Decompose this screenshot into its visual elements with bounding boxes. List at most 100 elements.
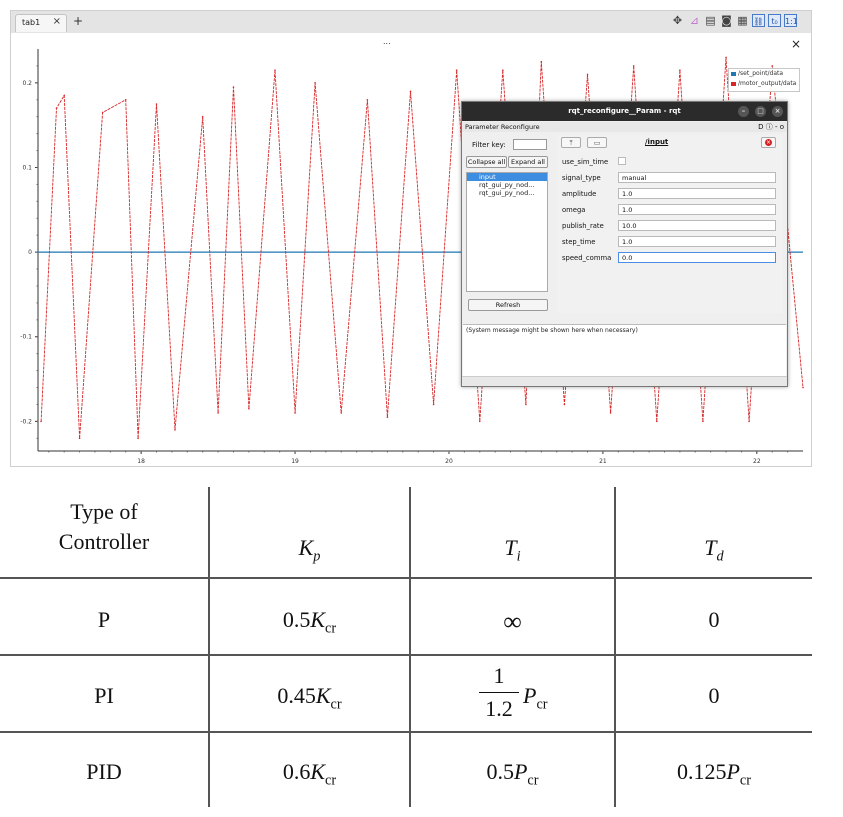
motor-output-point bbox=[155, 103, 158, 105]
motor-output-point bbox=[725, 56, 727, 59]
speed-command-input[interactable]: 0.0 bbox=[618, 252, 776, 263]
motor-output-point bbox=[217, 412, 219, 414]
motor-output-point bbox=[78, 437, 81, 440]
param-key: signal_type bbox=[562, 174, 601, 182]
row-p-td: 0 bbox=[708, 607, 720, 632]
omega-input[interactable]: 1.0 bbox=[618, 204, 776, 215]
motor-output-point bbox=[432, 403, 435, 406]
motor-output-point bbox=[137, 437, 139, 440]
filter-key-input[interactable] bbox=[513, 139, 547, 150]
param-editor-panel: ⤒ ▭ /input × use_sim_time signal_type ma… bbox=[557, 135, 783, 313]
step-time-input[interactable]: 1.0 bbox=[618, 236, 776, 247]
table-divider bbox=[0, 654, 812, 656]
motor-output-point bbox=[248, 407, 250, 410]
dialog-status-bar bbox=[462, 376, 787, 386]
tree-item-input[interactable]: input bbox=[467, 173, 547, 181]
row-pi-ti: 1 1.2 Pcr bbox=[411, 663, 614, 729]
plot-menu-dots[interactable]: ... bbox=[383, 37, 391, 46]
motor-output-point bbox=[40, 420, 42, 423]
load-icon[interactable]: ⤒ bbox=[561, 137, 581, 148]
motor-output-point bbox=[101, 111, 104, 114]
plot-close-icon[interactable]: × bbox=[791, 37, 802, 51]
param-row-omega: omega 1.0 bbox=[562, 204, 778, 216]
collapse-all-button[interactable]: Collapse all bbox=[466, 156, 507, 168]
param-row-amplitude: amplitude 1.0 bbox=[562, 188, 778, 200]
motor-output-point bbox=[609, 412, 612, 414]
header-controller-type: Type of Controller bbox=[58, 499, 150, 554]
dialog-titlebar[interactable]: rqt_reconfigure__Param - rqt – □ × bbox=[462, 102, 787, 121]
motor-output-point bbox=[632, 65, 635, 67]
fraction-numerator: 1 bbox=[493, 663, 505, 688]
param-row-signal-type: signal_type manual bbox=[562, 172, 778, 184]
list-icon[interactable]: ▤ bbox=[705, 14, 716, 27]
signal-type-input[interactable]: manual bbox=[618, 172, 776, 183]
minimize-icon[interactable]: – bbox=[738, 106, 749, 117]
plugin-controls[interactable]: D ⓘ - o bbox=[758, 123, 784, 131]
x-tick-label: 22 bbox=[753, 458, 761, 465]
param-row-use-sim-time: use_sim_time bbox=[562, 156, 778, 168]
pan-icon[interactable]: ✥ bbox=[672, 14, 683, 27]
legend-entry-motor-output: /motor_output/data bbox=[729, 79, 799, 89]
save-icon[interactable]: ▭ bbox=[587, 137, 607, 148]
expand-all-button[interactable]: Expand all bbox=[508, 156, 548, 168]
motor-output-point bbox=[586, 73, 589, 76]
remove-node-button[interactable]: × bbox=[761, 137, 776, 148]
fraction-bar bbox=[479, 692, 519, 693]
motor-output-point bbox=[124, 98, 127, 101]
amplitude-input[interactable]: 1.0 bbox=[618, 188, 776, 199]
legend-entry-set-point: /set_point/data bbox=[729, 69, 799, 79]
motor-output-point bbox=[679, 69, 681, 71]
fraction-denominator: 1.2 bbox=[485, 696, 513, 721]
link-icon[interactable]: ⛓ bbox=[752, 14, 765, 27]
x-tick-label: 20 bbox=[445, 458, 453, 465]
y-tick-label: 0.2 bbox=[22, 80, 32, 87]
header-td: Td bbox=[704, 535, 724, 565]
use-sim-time-checkbox[interactable] bbox=[618, 157, 626, 165]
row-pi-type: PI bbox=[94, 683, 114, 708]
system-message: (System message might be shown here when… bbox=[466, 327, 638, 334]
new-tab-button[interactable]: + bbox=[73, 14, 84, 28]
tab-tab1[interactable]: tab1 × bbox=[15, 14, 67, 32]
time-origin-button[interactable]: t₀ bbox=[768, 14, 781, 27]
row-p-kp: 0.5Kcr bbox=[282, 607, 337, 637]
maximize-icon[interactable]: □ bbox=[755, 106, 766, 117]
refresh-button[interactable]: Refresh bbox=[468, 299, 548, 311]
param-key: speed_comma bbox=[562, 254, 612, 262]
table-divider bbox=[614, 487, 616, 807]
filter-key-label: Filter key: bbox=[472, 141, 506, 149]
node-tree[interactable]: input rqt_gui_py_nod... rqt_gui_py_nod..… bbox=[466, 172, 548, 292]
tab-label: tab1 bbox=[22, 18, 41, 27]
y-tick-label: -0.2 bbox=[20, 418, 32, 425]
row-pid-type: PID bbox=[86, 759, 122, 784]
motor-output-point bbox=[409, 90, 412, 93]
record-icon[interactable]: ◙ bbox=[721, 14, 732, 27]
ziegler-nichols-table: Type of Controller Kp Ti Td P 0.5Kcr ∞ 0… bbox=[0, 487, 812, 807]
dialog-title: rqt_reconfigure__Param - rqt bbox=[568, 107, 681, 115]
motor-output-point bbox=[748, 420, 750, 423]
table-divider bbox=[0, 577, 812, 579]
row-pi-td: 0 bbox=[708, 683, 720, 708]
grid-icon[interactable]: ▦ bbox=[737, 14, 748, 27]
zoom-1-1-button[interactable]: 1:1 bbox=[784, 14, 798, 27]
x-tick-label: 18 bbox=[137, 458, 145, 465]
table-divider bbox=[208, 487, 210, 807]
motor-output-point bbox=[502, 69, 504, 71]
motor-output-point bbox=[294, 412, 296, 414]
tree-item-rqt-gui-2[interactable]: rqt_gui_py_nod... bbox=[479, 189, 535, 197]
param-key: omega bbox=[562, 206, 586, 214]
header-ti: Ti bbox=[504, 535, 521, 565]
node-list-panel: Filter key: Collapse all Expand all inpu… bbox=[466, 135, 552, 313]
plot-legend: /set_point/data /motor_output/data bbox=[728, 68, 800, 92]
publish-rate-input[interactable]: 10.0 bbox=[618, 220, 776, 231]
motor-output-point bbox=[386, 416, 389, 418]
row-pid-ti: 0.5Pcr bbox=[486, 759, 539, 789]
x-tick-label: 19 bbox=[291, 458, 299, 465]
motor-output-point bbox=[274, 69, 276, 71]
tree-item-rqt-gui-1[interactable]: rqt_gui_py_nod... bbox=[479, 181, 535, 189]
motor-output-point bbox=[563, 403, 566, 406]
motor-output-point bbox=[702, 420, 704, 423]
close-icon[interactable]: × bbox=[772, 106, 783, 117]
axes-icon[interactable]: ⊿ bbox=[689, 14, 700, 27]
y-tick-label: -0.1 bbox=[20, 334, 32, 341]
tab-close-icon[interactable]: × bbox=[52, 16, 61, 27]
